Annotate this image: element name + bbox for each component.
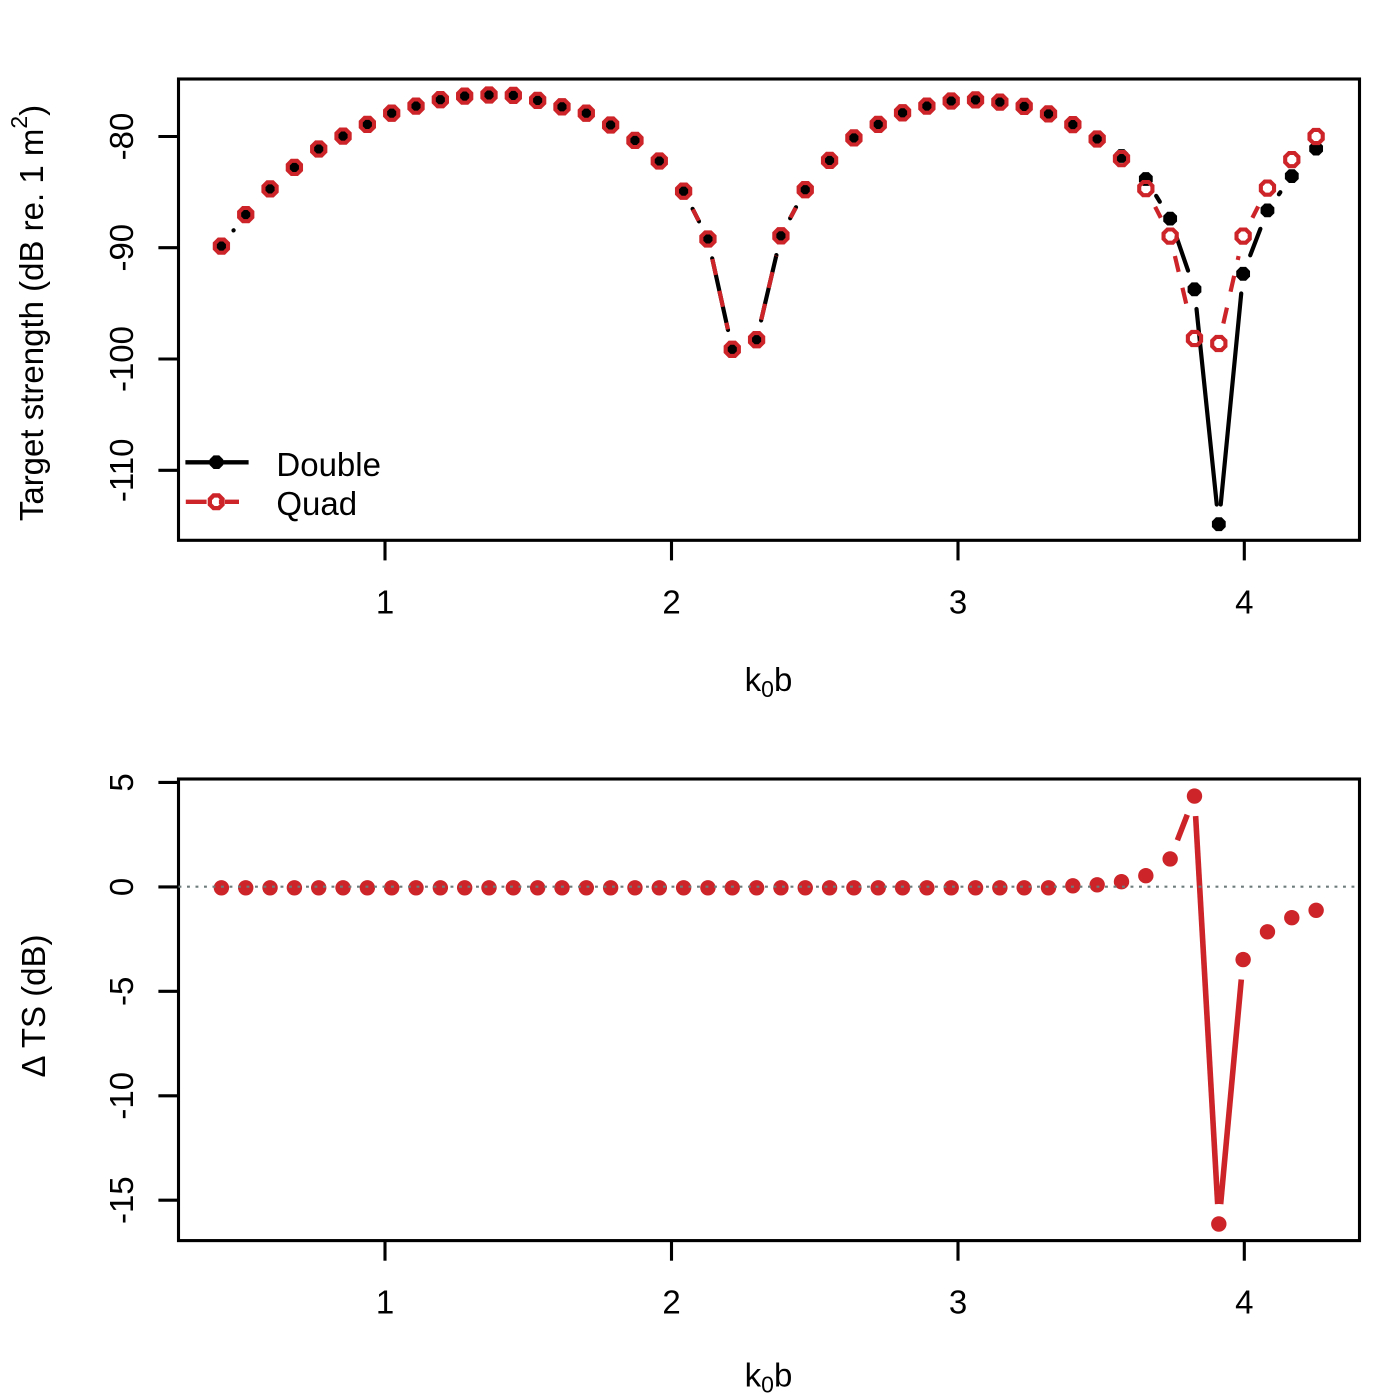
svg-text:4: 4 <box>1235 1284 1253 1321</box>
svg-text:-5: -5 <box>103 977 140 1006</box>
svg-text:-90: -90 <box>103 224 140 272</box>
svg-text:4: 4 <box>1235 584 1253 621</box>
svg-text:-80: -80 <box>103 113 140 161</box>
svg-text:1: 1 <box>376 1284 394 1321</box>
svg-text:2: 2 <box>662 1284 680 1321</box>
svg-text:-10: -10 <box>103 1072 140 1120</box>
svg-text:-15: -15 <box>103 1176 140 1224</box>
svg-text:0: 0 <box>103 878 140 896</box>
svg-text:Δ TS (dB): Δ TS (dB) <box>15 934 52 1077</box>
svg-text:3: 3 <box>949 584 967 621</box>
svg-text:Double: Double <box>276 446 381 483</box>
svg-text:2: 2 <box>662 584 680 621</box>
svg-text:5: 5 <box>103 773 140 791</box>
svg-text:Target strength (dB re. 1 m2): Target strength (dB re. 1 m2) <box>6 105 50 521</box>
svg-text:Quad: Quad <box>276 485 357 522</box>
svg-text:-110: -110 <box>103 438 140 502</box>
svg-text:3: 3 <box>949 1284 967 1321</box>
svg-text:k0b: k0b <box>745 661 793 702</box>
svg-text:1: 1 <box>376 584 394 621</box>
svg-text:-100: -100 <box>103 326 140 392</box>
